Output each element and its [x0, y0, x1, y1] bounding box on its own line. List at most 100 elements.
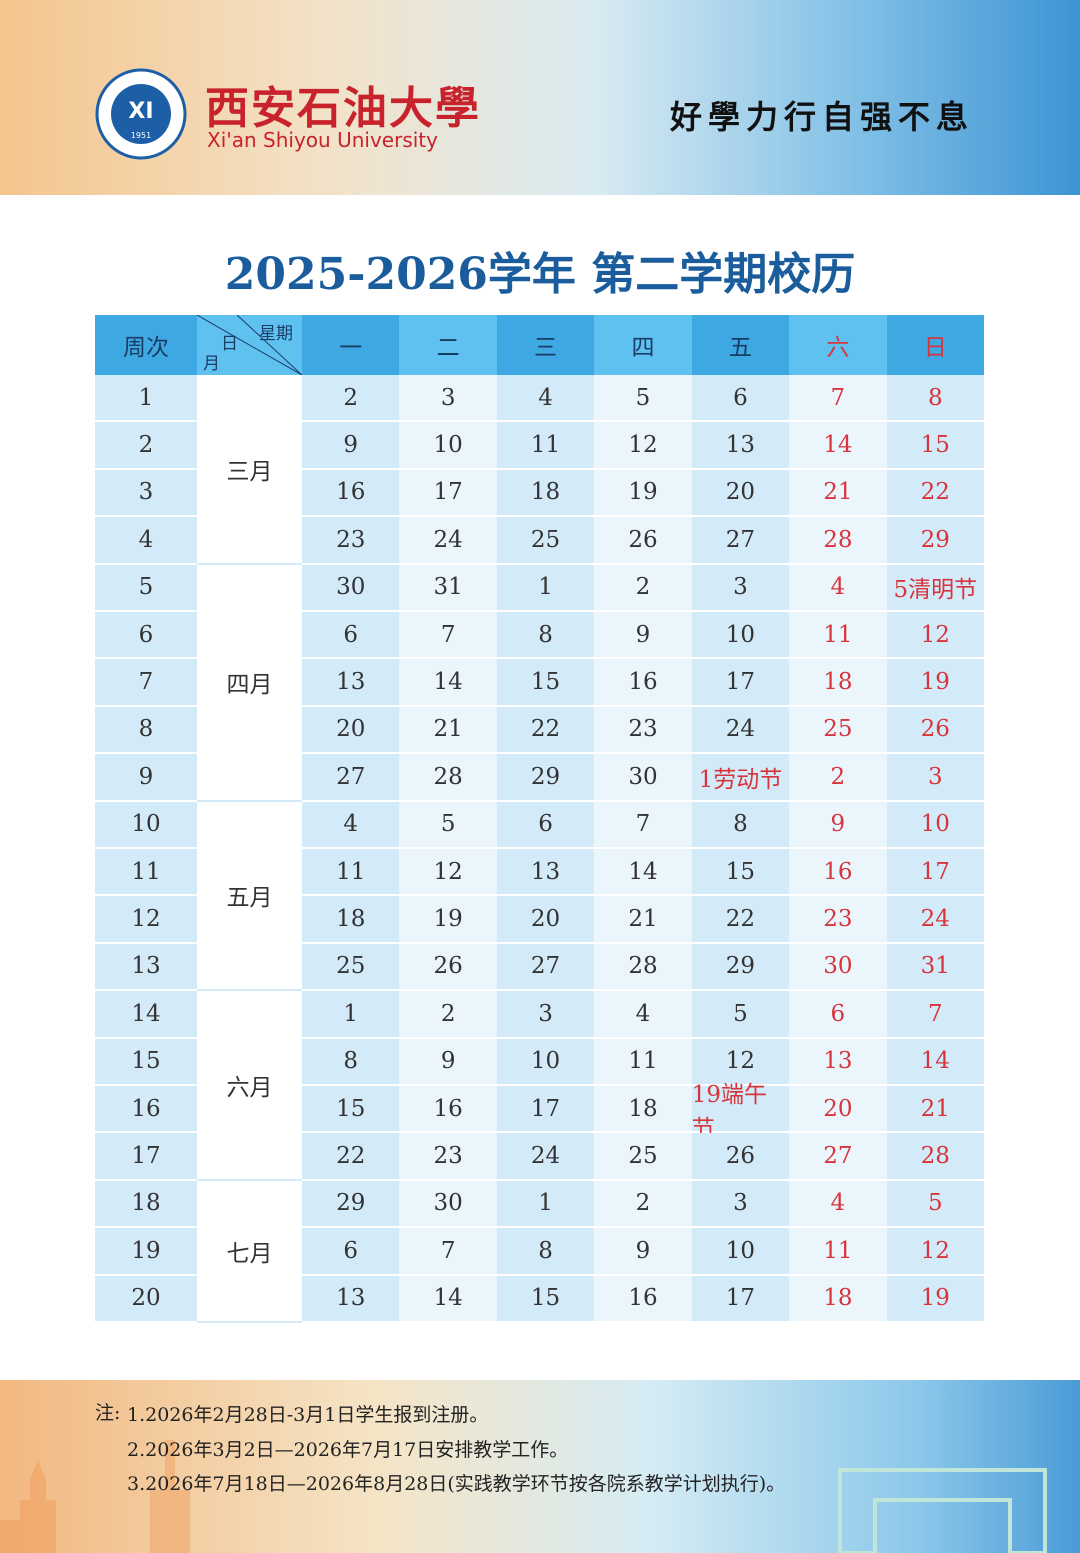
day-cell: 16: [594, 659, 692, 707]
day-cell: 26: [399, 943, 497, 992]
day-cell: 9: [399, 1038, 497, 1086]
day-cell: 25: [594, 1133, 692, 1181]
page-title: 2025-2026学年 第二学期校历: [224, 249, 856, 300]
day-cell: 4: [302, 801, 400, 849]
day-cell: 18: [302, 896, 400, 944]
day-cell: 16: [399, 1086, 497, 1134]
day-cell: 19: [594, 469, 692, 518]
weekday-header: 三: [496, 315, 595, 375]
day-cell: 25: [496, 517, 595, 565]
day-cell: 13: [789, 1038, 887, 1086]
day-cell: 15: [691, 849, 790, 897]
week-number: 14: [95, 991, 197, 1039]
day-cell: 10: [399, 422, 497, 470]
week-number: 19: [95, 1228, 197, 1276]
week-number: 9: [95, 754, 197, 802]
week-number: 7: [95, 659, 197, 707]
day-cell: 15: [496, 1275, 595, 1323]
day-cell: 20: [496, 896, 595, 944]
day-cell: 26: [691, 1133, 790, 1181]
motto: 好學力行自强不息: [670, 98, 975, 136]
day-cell: 16: [789, 849, 887, 897]
skyline: [0, 1440, 1047, 1553]
day-cell: 26: [886, 706, 984, 755]
day-cell: 29: [302, 1180, 400, 1229]
day-cell: 9: [789, 801, 887, 849]
day-cell: 7: [399, 1228, 497, 1276]
day-cell: 14: [886, 1038, 984, 1086]
day-cell: 11: [496, 422, 595, 470]
day-cell: 14: [399, 1275, 497, 1323]
day-cell: 29: [496, 754, 595, 802]
day-cell: 8: [496, 612, 595, 660]
week-number: 17: [95, 1133, 197, 1181]
day-cell: 14: [789, 422, 887, 470]
day-cell: 22: [886, 469, 984, 518]
day-cell: 27: [789, 1133, 887, 1181]
day-cell: 16: [594, 1275, 692, 1323]
day-cell: 2: [594, 1180, 692, 1229]
day-cell: 4: [789, 564, 887, 612]
month-label: 三月: [197, 375, 302, 565]
week-number: 15: [95, 1038, 197, 1086]
day-cell: 25: [789, 706, 887, 755]
day-cell: 28: [399, 754, 497, 802]
week-number: 20: [95, 1275, 197, 1323]
day-cell: 15: [302, 1086, 400, 1134]
day-cell: 28: [594, 943, 692, 992]
day-cell: 17: [691, 659, 790, 707]
day-cell: 18: [496, 469, 595, 518]
week-number: 10: [95, 801, 197, 849]
corner-month: 月: [203, 354, 220, 374]
day-cell: 24: [496, 1133, 595, 1181]
day-cell: 2: [302, 375, 400, 423]
week-header: 周次: [95, 315, 197, 375]
university-en: Xi'an Shiyou University: [207, 128, 438, 152]
weekday-header: 二: [399, 315, 497, 375]
day-cell: 21: [886, 1086, 984, 1134]
day-cell: 3: [496, 991, 595, 1039]
week-number: 8: [95, 706, 197, 755]
day-cell: 24: [691, 706, 790, 755]
day-cell: 4: [789, 1180, 887, 1229]
day-cell: 26: [594, 517, 692, 565]
day-cell: 22: [496, 706, 595, 755]
day-cell: 24: [886, 896, 984, 944]
day-cell: 18: [789, 1275, 887, 1323]
day-cell: 3: [399, 375, 497, 423]
day-cell: 16: [302, 469, 400, 518]
day-cell: 8: [302, 1038, 400, 1086]
day-cell: 1: [302, 991, 400, 1039]
day-cell: 27: [691, 517, 790, 565]
day-cell: 13: [302, 659, 400, 707]
day-cell: 31: [886, 943, 984, 992]
week-number: 16: [95, 1086, 197, 1134]
day-cell: 11: [302, 849, 400, 897]
day-cell: 8: [496, 1228, 595, 1276]
logo-initials: XI: [128, 99, 153, 124]
day-cell: 10: [496, 1038, 595, 1086]
day-cell: 30: [594, 754, 692, 802]
week-number: 4: [95, 517, 197, 565]
day-cell: 18: [789, 659, 887, 707]
day-cell: 8: [691, 801, 790, 849]
day-cell: 22: [302, 1133, 400, 1181]
day-cell: 13: [691, 422, 790, 470]
day-cell: 7: [789, 375, 887, 423]
day-cell: 21: [399, 706, 497, 755]
day-cell: 7: [399, 612, 497, 660]
day-cell: 1劳动节: [691, 754, 790, 802]
day-cell: 19: [399, 896, 497, 944]
note-item: 1.2026年2月28日-3月1日学生报到注册。: [127, 1404, 489, 1426]
day-cell: 6: [789, 991, 887, 1039]
day-cell: 8: [886, 375, 984, 423]
day-cell: 6: [691, 375, 790, 423]
month-label: 七月: [197, 1180, 302, 1323]
day-cell: 9: [594, 612, 692, 660]
day-cell: 13: [496, 849, 595, 897]
day-cell: 24: [399, 517, 497, 565]
day-cell: 17: [496, 1086, 595, 1134]
day-cell: 4: [594, 991, 692, 1039]
day-cell: 12: [594, 422, 692, 470]
